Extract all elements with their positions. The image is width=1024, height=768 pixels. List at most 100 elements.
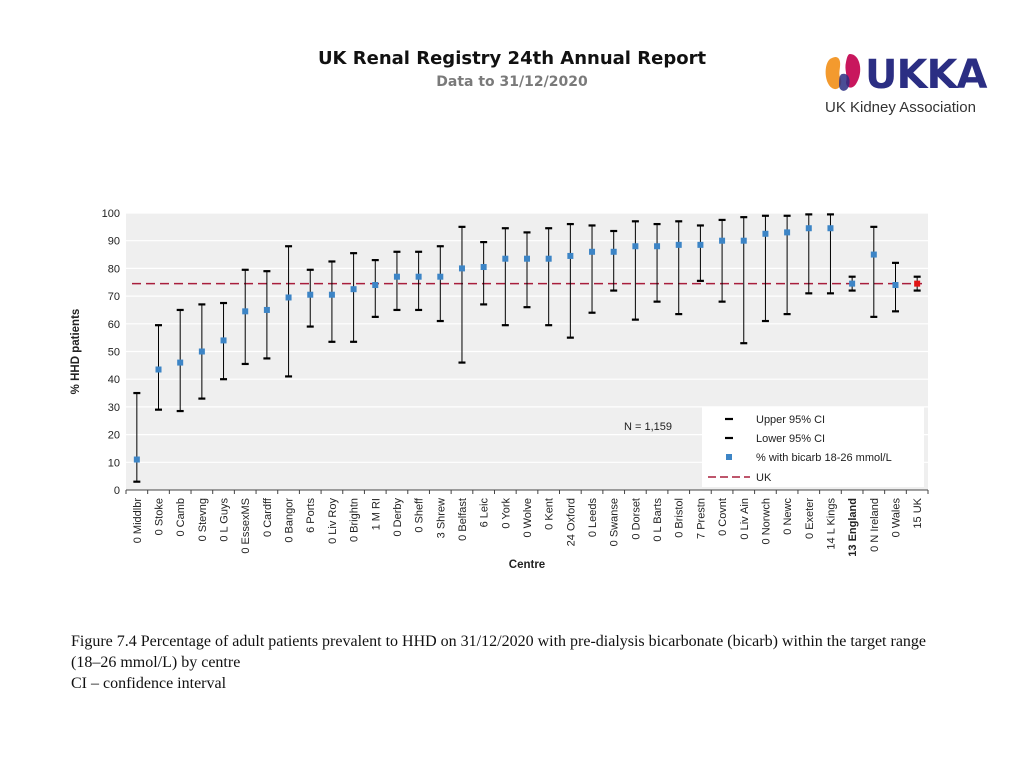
data-point	[177, 359, 184, 366]
x-tick-label: 6 Ports	[305, 498, 317, 533]
x-tick-label: 0 Wolve	[522, 498, 534, 538]
x-tick-label: 15 UK	[912, 497, 924, 528]
x-tick-label: 0 EssexMS	[240, 498, 252, 554]
x-tick-label: 0 Newc	[782, 498, 794, 535]
y-tick-label: 100	[102, 208, 120, 220]
data-point	[675, 241, 682, 248]
data-point	[155, 366, 162, 373]
caption-line-2: (18–26 mmol/L) by centre	[71, 654, 241, 671]
x-tick-label: 6 Leic	[479, 498, 491, 528]
x-tick-label: 7 Prestn	[695, 498, 707, 539]
report-subtitle: Data to 31/12/2020	[436, 74, 588, 90]
y-tick-label: 60	[108, 319, 120, 331]
x-tick-label: 0 Exeter	[804, 498, 816, 539]
x-tick-label: 0 Stoke	[154, 498, 166, 535]
y-tick-label: 40	[108, 374, 120, 386]
y-tick-label: 30	[108, 402, 120, 414]
data-point	[133, 456, 140, 463]
x-tick-label: 0 Wales	[890, 498, 902, 538]
data-point	[567, 252, 574, 259]
data-point	[198, 348, 205, 355]
data-point	[719, 237, 726, 244]
bicarb-chart: 0 10 20 30 40 50 60 70 80 90 100 0 Middlbr 0 Stoke 0 …	[70, 208, 929, 571]
logo-blue-kidney	[839, 73, 850, 91]
data-point	[697, 241, 704, 248]
logo-orange-kidney	[825, 57, 842, 90]
data-point	[870, 251, 877, 258]
figure-caption: Figure 7.4 Percentage of adult patients …	[71, 631, 1001, 694]
legend-point-mark	[726, 454, 732, 460]
x-tick-label: 0 N Ireland	[869, 498, 881, 552]
x-tick-label: 0 Covnt	[717, 498, 729, 536]
data-point	[328, 291, 335, 298]
caption-line-1: Figure 7.4 Percentage of adult patients …	[71, 633, 927, 650]
ukka-logo-icon	[825, 54, 861, 91]
y-tick-label: 10	[108, 457, 120, 469]
logo-text: UKKA	[865, 52, 987, 98]
x-tick-label: 0 Swanse	[609, 498, 621, 546]
x-tick-label: 0 Norwch	[760, 498, 772, 544]
x-tick-label: 0 York	[500, 498, 512, 529]
data-point	[524, 255, 530, 262]
x-tick-label: 0 Liv Ain	[739, 498, 751, 540]
x-tick-label: 0 Bristol	[674, 498, 686, 538]
x-tick-label: 13 England	[847, 498, 859, 557]
x-tick-label: 0 Liv Roy	[327, 498, 339, 544]
y-tick-label: 70	[108, 291, 120, 303]
data-point	[632, 243, 639, 250]
x-tick-label: 3 Shrew	[435, 498, 447, 538]
data-point	[784, 229, 791, 236]
report-header: UK Renal Registry 24th Annual Report Dat…	[0, 48, 1024, 90]
x-tick-label: 0 Belfast	[457, 498, 469, 541]
legend-box	[702, 407, 924, 487]
x-tick-label: 1 M RI	[370, 498, 382, 530]
x-axis-label: Centre	[509, 559, 545, 571]
data-point	[350, 286, 357, 293]
legend-upper-label: Upper 95% CI	[756, 414, 825, 426]
x-tick-label: 0 Bangor	[284, 498, 296, 543]
x-tick-label: 0 Cardff	[262, 497, 274, 537]
x-tick-label: 0 Stevng	[197, 498, 209, 541]
data-point	[892, 282, 899, 289]
data-point	[545, 255, 552, 262]
caption-line-3: CI – confidence interval	[71, 675, 227, 692]
logo-subtitle: UK Kidney Association	[825, 99, 976, 116]
x-tick-label: 0 Leeds	[587, 498, 599, 538]
data-point	[654, 243, 661, 250]
x-tick-label: 0 Brightn	[349, 498, 361, 542]
legend-point-label: % with bicarb 18-26 mmol/L	[756, 452, 892, 464]
data-point	[849, 280, 856, 287]
y-tick-label: 0	[114, 485, 120, 497]
data-point	[437, 273, 444, 280]
x-tick-label: 14 L Kings	[825, 498, 837, 550]
data-point	[589, 248, 596, 255]
x-tick-label: 24 Oxford	[565, 498, 577, 546]
y-tick-label: 80	[108, 263, 120, 275]
y-tick-label: 90	[108, 236, 120, 248]
data-point	[458, 265, 465, 272]
data-point	[263, 306, 270, 313]
data-point	[480, 264, 487, 271]
y-tick-label: 50	[108, 347, 120, 359]
x-tick-label: 0 L Barts	[652, 498, 664, 542]
report-title: UK Renal Registry 24th Annual Report	[317, 48, 707, 69]
x-tick-label: 0 Dorset	[630, 498, 642, 540]
legend-uk-label: UK	[756, 472, 772, 484]
sample-size-annotation: N = 1,159	[624, 421, 672, 433]
data-point	[805, 225, 812, 232]
x-tick-label: 0 Camb	[175, 498, 187, 537]
legend-lower-label: Lower 95% CI	[756, 433, 825, 445]
data-point	[740, 237, 747, 244]
x-tick-label: 0 Middlbr	[132, 498, 144, 544]
data-point	[827, 225, 834, 232]
data-point	[307, 291, 314, 298]
data-point	[762, 230, 769, 237]
y-axis-label: % HHD patients	[70, 309, 82, 395]
uk-data-point	[914, 280, 921, 287]
data-point	[220, 337, 227, 344]
data-point	[415, 273, 422, 280]
x-tick-label: 0 Kent	[544, 498, 556, 530]
y-tick-label: 20	[108, 430, 120, 442]
data-point	[502, 255, 509, 262]
data-point	[372, 282, 379, 289]
